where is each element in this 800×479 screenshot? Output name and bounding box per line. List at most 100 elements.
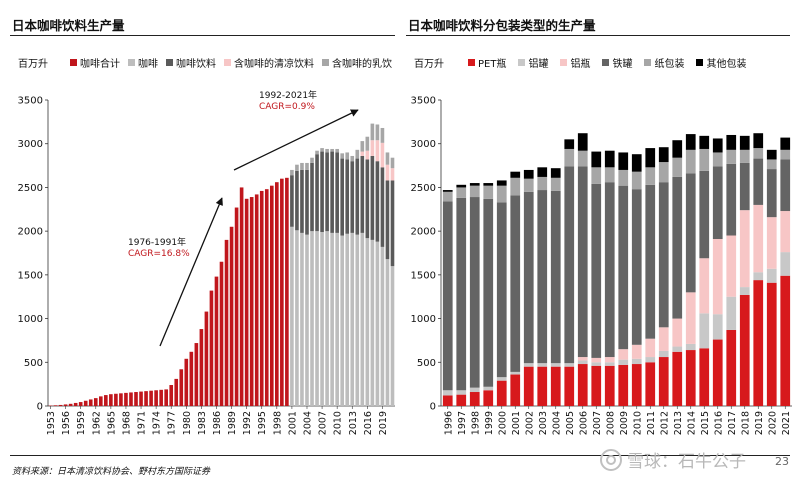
legend-swatch [696, 59, 704, 66]
stack-segment [380, 127, 385, 143]
stack-segment [618, 359, 629, 365]
stack-segment [537, 366, 548, 406]
stack-segment [390, 168, 395, 181]
stack-segment [672, 176, 683, 319]
right-y-tick-label: 3500 [411, 96, 436, 107]
stack-segment [390, 266, 395, 406]
stack-segment [315, 154, 319, 232]
stack-segment [355, 234, 360, 406]
annotation-period-1992-2021: 1992-2021年 [259, 89, 317, 101]
stack-segment [739, 149, 750, 163]
stack-segment [753, 133, 764, 149]
source-note: 资料来源：日本清凉饮料协会、野村东方国际证券 [12, 467, 211, 477]
total-bar [98, 396, 103, 406]
right-unit-label: 百万升 [414, 59, 444, 70]
stack-segment [645, 357, 656, 363]
stack-segment [360, 151, 365, 156]
stack-segment [726, 149, 737, 164]
stack-segment [780, 159, 791, 212]
left-x-tick-label: 2013 [348, 411, 359, 435]
total-bar [204, 311, 209, 406]
stack-segment [753, 148, 764, 159]
stack-segment [658, 327, 669, 351]
total-bar [73, 402, 78, 406]
right-y-tick-label: 2500 [411, 183, 436, 194]
stack-segment [370, 155, 375, 240]
stack-segment [380, 246, 385, 406]
stack-segment [496, 377, 507, 381]
stack-segment [340, 153, 345, 159]
total-bar [78, 402, 83, 406]
stack-segment [335, 232, 339, 406]
stack-segment [483, 390, 494, 406]
left-chart: 0 500 1000 1500 2000 2500 3000 3500 1953 1956 1959… [18, 96, 395, 435]
left-x-tick-label: 2007 [318, 411, 329, 435]
stack-segment [360, 141, 365, 152]
stack-segment [469, 392, 480, 406]
legend-swatch [602, 59, 610, 66]
stack-segment [672, 346, 683, 352]
stack-segment [780, 137, 791, 150]
stack-segment [712, 314, 723, 340]
right-x-tick-label: 2004 [551, 411, 562, 435]
right-x-tick-label: 2001 [511, 411, 522, 435]
stack-segment [295, 230, 299, 406]
stack-segment [330, 151, 334, 233]
stack-segment [591, 151, 602, 168]
stack-segment [523, 191, 534, 364]
stack-segment [320, 232, 324, 406]
stack-segment [658, 350, 669, 358]
stack-segment [658, 182, 669, 328]
legend-swatch [224, 59, 231, 66]
stack-segment [604, 362, 615, 366]
stack-segment [510, 374, 521, 406]
stack-segment [645, 167, 656, 185]
stack-segment [537, 176, 548, 191]
right-x-tick-label: 2016 [713, 411, 724, 435]
stack-segment [345, 159, 350, 234]
stack-segment [335, 152, 339, 233]
total-bar [234, 207, 239, 406]
right-x-tick-label: 1996 [443, 411, 454, 435]
stack-segment [564, 139, 575, 149]
stack-segment [685, 149, 696, 174]
stack-segment [305, 234, 309, 406]
total-bar [209, 290, 214, 406]
stack-segment [577, 166, 588, 358]
right-legend: PET瓶 铝罐 铝瓶 铁罐 纸包装 其他包装 [468, 55, 746, 70]
total-bar [169, 385, 174, 406]
watermark: 雪球：石牛公子 [600, 447, 746, 472]
right-x-tick-label: 1998 [470, 411, 481, 435]
stack-segment [380, 167, 385, 247]
stack-segment [375, 161, 380, 242]
legend-swatch [70, 59, 77, 66]
stack-segment [753, 158, 764, 205]
stack-segment [577, 357, 588, 361]
left-x-tick-label: 2016 [363, 411, 374, 435]
stack-segment [631, 189, 642, 345]
stack-segment [685, 134, 696, 150]
right-x-tick-label: 2007 [592, 411, 603, 435]
left-x-tick-label: 1998 [272, 411, 283, 435]
stack-segment [483, 386, 494, 391]
stack-segment [365, 238, 370, 406]
stack-segment [780, 149, 791, 160]
right-x-tick-label: 2014 [686, 411, 697, 435]
annotation-period-1976-1991: 1976-1991年 [128, 236, 186, 248]
stack-segment [739, 210, 750, 288]
stack-segment [699, 135, 710, 149]
stack-segment [310, 231, 314, 406]
stack-segment [483, 198, 494, 387]
stack-segment [631, 364, 642, 406]
right-x-tick-label: 2015 [700, 411, 711, 435]
stack-segment [699, 170, 710, 259]
stack-segment [699, 258, 710, 314]
right-x-tick-label: 2005 [565, 411, 576, 435]
stack-segment [340, 235, 345, 406]
stack-segment [510, 195, 521, 372]
stack-segment [564, 366, 575, 406]
stack-segment [780, 275, 791, 406]
legend-label: 铁罐 [612, 59, 633, 70]
stack-segment [456, 197, 467, 391]
stack-segment [604, 182, 615, 358]
